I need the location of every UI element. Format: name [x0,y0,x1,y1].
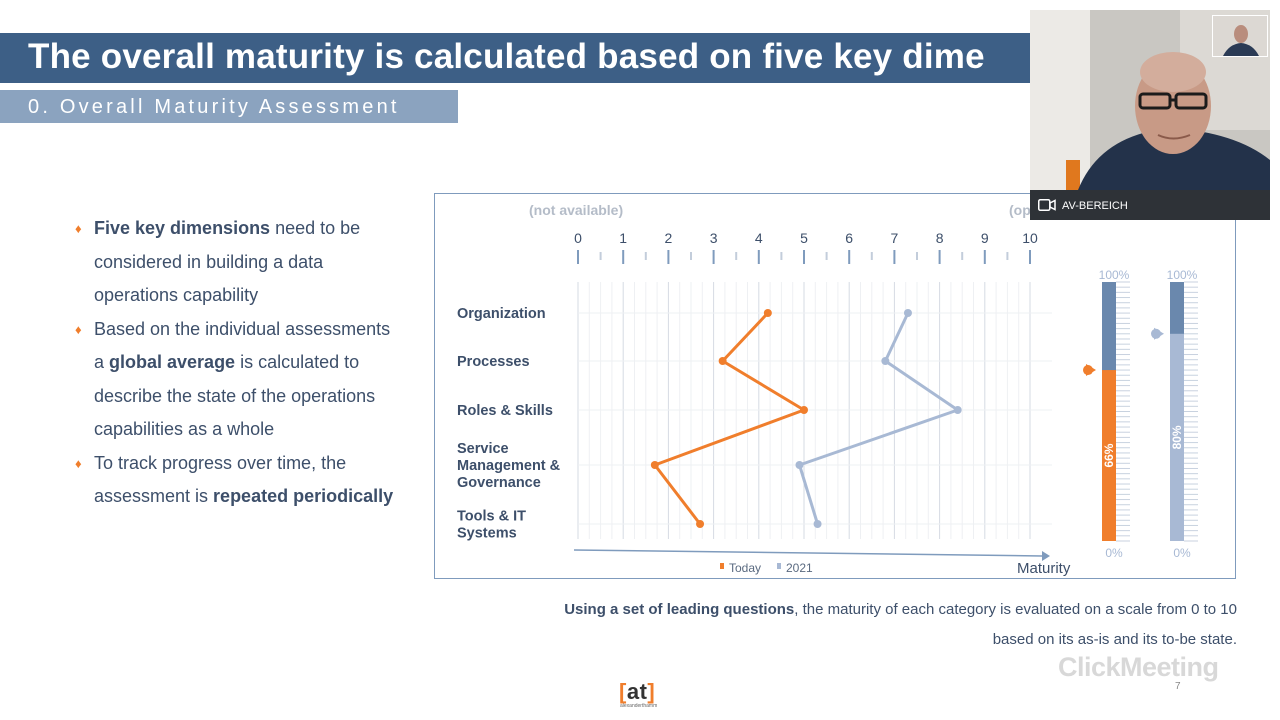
series-point-2021 [881,357,890,365]
category-label: Tools & IT [457,509,526,525]
gauge-value-label: 80% [1170,425,1184,449]
x-tick-label: 2 [665,230,673,246]
logo-subtext: alexanderthamm [620,703,658,709]
self-view-thumbnail[interactable] [1212,15,1268,57]
maturity-chart: (not available) (op 0 1 2 3 4 5 6 7 8 9 10 Organizati… [434,193,1236,579]
gauge-bottom-label: 0% [1173,546,1191,560]
logo-text: at [626,679,648,704]
bullet-list: ♦ Five key dimensions need to be conside… [75,212,395,514]
diamond-icon: ♦ [75,321,82,337]
x-axis-arrow-icon [1042,551,1050,561]
caption-bold: Using a set of leading questions [564,601,795,618]
series-point-2021 [795,461,804,469]
gauge-top-label: 100% [1099,268,1130,282]
x-tick-label: 1 [619,230,627,246]
series-point-today [650,461,659,469]
chart-caption: Using a set of leading questions, the ma… [520,595,1237,655]
category-label: Processes [457,354,530,370]
legend-label: Today [729,561,761,575]
company-logo: [at] [619,679,656,704]
caption-text: , the maturity of each category is evalu… [794,601,1237,648]
bullet-text: To track progress over time, the assessm… [94,452,347,507]
x-tick-label: 8 [936,230,944,246]
legend-swatch [777,563,781,569]
self-view-image [1213,16,1267,56]
bullet-bold: global average [109,352,236,372]
legend-swatch [720,563,724,569]
x-tick-label: 10 [1022,230,1038,246]
category-label: Organization [457,306,546,322]
x-axis-label: Maturity [1017,560,1071,577]
category-label: Service [457,441,509,457]
participant-name: AV-BEREICH [1062,200,1128,212]
x-tick-label: 5 [800,230,808,246]
slide-title: The overall maturity is calculated based… [28,37,985,76]
diamond-icon: ♦ [75,221,82,236]
series-point-today [696,520,705,528]
legend-label: 2021 [786,561,813,575]
bullet-item: ♦ Five key dimensions need to be conside… [75,212,395,313]
category-label: Management & [457,458,561,474]
bullet-text: need to be considered in building a data… [94,218,361,305]
series-line-2021 [797,312,960,525]
x-tick-label: 3 [710,230,718,246]
series-point-2021 [903,309,912,317]
bullet-text: is calculated to describe the state of t… [94,352,376,439]
bullet-bold: repeated periodically [213,486,394,506]
clickmeeting-watermark: ClickMeeting [1058,652,1219,682]
category-label: Roles & Skills [457,403,553,419]
not-available-label: (not available) [529,202,623,218]
gauge-marker-dot [1151,328,1161,339]
series-point-today [800,406,808,414]
section-label-text: 0. Overall Maturity Assessment [28,96,400,118]
slide-title-bar: The overall maturity is calculated based… [0,33,1030,83]
optimal-label: (op [1009,202,1031,218]
series-point-2021 [953,406,962,414]
bullet-item: ♦ Based on the individual assessments a … [75,313,395,447]
bullet-text: Based on the individual assessments a [94,318,391,373]
gauge-top-label: 100% [1167,268,1198,282]
x-tick-label: 0 [574,230,582,246]
page-number: 7 [1175,681,1181,692]
category-label: Systems [457,526,517,542]
camera-icon[interactable] [1038,199,1056,211]
video-feed[interactable]: AV-BEREICH [1030,10,1270,220]
diamond-icon: ♦ [75,455,82,471]
gauge-fill [1170,333,1184,541]
gauge-fill [1102,370,1116,541]
maturity-chart-svg: (not available) (op 0 1 2 3 4 5 6 7 8 9 10 Organizati… [457,202,1198,577]
gauge-value-label: 66% [1102,443,1116,467]
series-point-today [763,309,772,317]
gauge-bottom-label: 0% [1105,546,1123,560]
bullet-bold: Five key dimensions [94,218,271,238]
series-point-2021 [813,520,822,528]
x-axis-line [573,549,1043,557]
slide-section-label: 0. Overall Maturity Assessment [0,90,458,123]
bullet-item: ♦ To track progress over time, the asses… [75,447,395,514]
series-point-today [718,357,727,365]
gauge-marker-dot [1083,365,1093,376]
x-tick-label: 7 [891,230,899,246]
x-tick-label: 4 [755,230,763,246]
x-tick-label: 6 [845,230,853,246]
participant-bar: AV-BEREICH [1030,190,1270,220]
category-label: Governance [457,475,541,491]
x-tick-label: 9 [981,230,989,246]
